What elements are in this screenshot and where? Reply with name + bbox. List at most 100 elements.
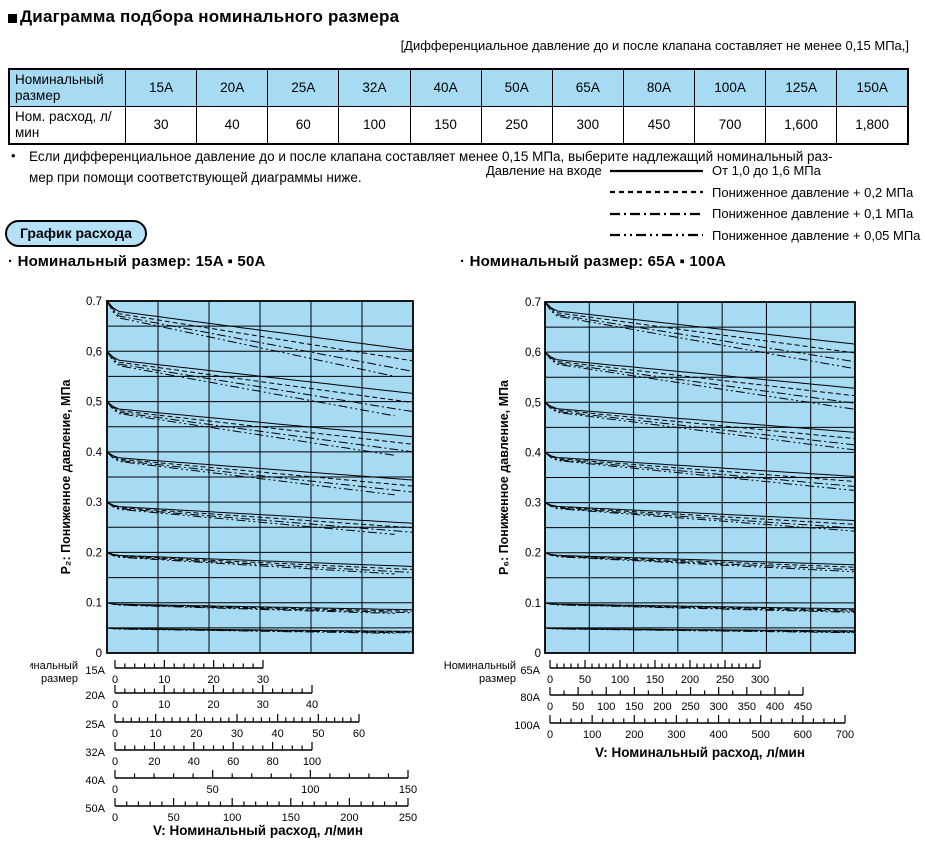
ruler-tick-label: 200 bbox=[681, 674, 699, 686]
ruler-tick-label: 30 bbox=[257, 699, 269, 711]
x-axis-label: V: Номинальный расход, л/мин bbox=[153, 823, 363, 838]
ruler-tick-label: 20 bbox=[207, 699, 219, 711]
ruler-tick-label: 250 bbox=[399, 812, 417, 824]
flow-curve-dashed bbox=[544, 552, 856, 568]
ruler-tick-label: 250 bbox=[716, 674, 734, 686]
flow-curve-dashed bbox=[106, 451, 414, 487]
axis-caption-line: размер bbox=[41, 673, 78, 685]
ruler-size-label: 40A bbox=[85, 775, 105, 787]
ruler-tick-label: 150 bbox=[399, 784, 417, 796]
y-tick-label: 0.4 bbox=[525, 447, 542, 459]
chart-heading-15a-50a: · Номинальный размер: 15A ▪ 50A bbox=[8, 253, 266, 270]
ruler-tick-label: 20 bbox=[190, 728, 202, 740]
ruler-tick-label: 100 bbox=[301, 784, 319, 796]
ruler-tick-label: 30 bbox=[257, 674, 269, 686]
ruler-tick-label: 10 bbox=[150, 728, 162, 740]
table-corner-header-line: Номинальный bbox=[15, 72, 104, 87]
y-tick-label: 0.2 bbox=[86, 547, 102, 559]
flow-curve-dash-dot-dot bbox=[106, 501, 395, 535]
y-tick-label: 0 bbox=[535, 648, 541, 660]
table-corner-header-line: размер bbox=[15, 87, 61, 103]
flow-curve-dash-dot-dot bbox=[106, 451, 395, 496]
y-tick-label: 0,6 bbox=[86, 346, 102, 358]
ruler-tick-label: 0 bbox=[112, 728, 118, 740]
flow-value-cell: 40 bbox=[196, 105, 269, 145]
note-line-2: мер при помощи соответствующей диаграммы… bbox=[29, 170, 362, 185]
y-tick-label: 0.1 bbox=[86, 598, 102, 610]
ruler-tick-label: 100 bbox=[597, 701, 615, 713]
size-header-cell: 32A bbox=[338, 68, 411, 107]
ruler-tick-label: 0 bbox=[112, 784, 118, 796]
y-tick-label: 0.7 bbox=[525, 297, 541, 309]
ruler-size-label: 25A bbox=[85, 719, 105, 731]
ruler-tick-label: 40 bbox=[272, 728, 284, 740]
flow-curve-dashed bbox=[106, 501, 414, 529]
ruler-tick-label: 100 bbox=[223, 812, 241, 824]
axis-caption-line: размер bbox=[479, 673, 516, 685]
ruler-tick-label: 0 bbox=[112, 699, 118, 711]
page-title-row: Диаграмма подбора номинального размера bbox=[8, 7, 399, 27]
flow-curve-solid bbox=[544, 502, 856, 522]
ruler-tick-label: 450 bbox=[794, 701, 812, 713]
flow-curve-dash-dot-dot bbox=[544, 602, 856, 613]
ruler-tick-label: 10 bbox=[158, 699, 170, 711]
legend-item-dash-dot-dot: Пониженное давление + 0,05 МПа bbox=[610, 228, 920, 243]
flow-value-cell: 450 bbox=[622, 105, 696, 145]
ruler-tick-label: 200 bbox=[653, 701, 671, 713]
ruler-tick-label: 500 bbox=[752, 729, 770, 741]
size-header-cell: 25A bbox=[267, 68, 340, 107]
flow-curve-dash-dot-dot bbox=[544, 401, 856, 451]
ruler-tick-label: 0 bbox=[112, 812, 118, 824]
flow-curve-solid bbox=[544, 301, 856, 345]
flow-curve-dash-dot bbox=[106, 551, 414, 573]
nominal-size-table: Номинальный размер 15A 20A 25A 32A 40A 50A 65A 80… bbox=[8, 68, 909, 145]
flow-curve-solid bbox=[544, 451, 856, 477]
flow-curve-solid bbox=[106, 300, 414, 351]
size-header-cell: 15A bbox=[124, 68, 198, 107]
size-header-cell: 65A bbox=[551, 68, 624, 107]
ruler-tick-label: 400 bbox=[709, 729, 727, 741]
flow-curve-solid bbox=[106, 451, 414, 481]
ruler-tick-label: 10 bbox=[158, 674, 170, 686]
size-header-cell: 50A bbox=[480, 68, 553, 107]
legend-item-label: Пониженное давление + 0,2 МПа bbox=[712, 184, 914, 200]
flow-curve-dash-dot-dot bbox=[544, 627, 856, 634]
title-square-bullet-icon bbox=[8, 14, 17, 23]
flow-curve-solid bbox=[544, 552, 856, 566]
differential-pressure-note: [Дифференциальное давление до и после кл… bbox=[400, 38, 909, 53]
y-tick-label: 0.4 bbox=[86, 447, 103, 459]
ruler-size-label: 100A bbox=[514, 720, 540, 732]
y-tick-label: 0 bbox=[96, 648, 102, 660]
ruler-tick-label: 20 bbox=[208, 674, 220, 686]
ruler-tick-label: 0 bbox=[112, 756, 118, 768]
ruler-size-label: 15A bbox=[85, 665, 105, 677]
flow-curve-dash-dot-dot bbox=[106, 401, 395, 456]
ruler-tick-label: 200 bbox=[340, 812, 358, 824]
selection-note: • Если дифференциальное давление до и по… bbox=[8, 146, 913, 188]
flow-curve-dash-dot bbox=[544, 301, 856, 363]
ruler-size-label: 65A bbox=[520, 665, 540, 677]
flow-value-cell: 700 bbox=[693, 105, 767, 145]
axis-caption-line: Номинальный bbox=[444, 660, 516, 672]
flow-curve-solid bbox=[106, 501, 414, 524]
ruler-tick-label: 100 bbox=[583, 729, 601, 741]
ruler-tick-label: 50 bbox=[167, 812, 179, 824]
flow-curve-dashed bbox=[106, 551, 414, 570]
ruler-tick-label: 60 bbox=[353, 728, 365, 740]
size-header-cell: 40A bbox=[409, 68, 482, 107]
legend-item-dashed: Пониженное давление + 0,2 МПа bbox=[610, 185, 913, 200]
flow-row-label-line: Ном. расход, л/ bbox=[15, 108, 112, 124]
flow-curve-dash-dot-dot bbox=[106, 300, 395, 377]
legend-title: Давление на входе bbox=[486, 163, 602, 178]
ruler-tick-label: 40 bbox=[306, 699, 318, 711]
ruler-tick-label: 20 bbox=[148, 756, 160, 768]
y-tick-label: 0,5 bbox=[86, 397, 102, 409]
chart-heading-65a-100a: · Номинальный размер: 65A ▪ 100A bbox=[460, 253, 727, 270]
flow-curve-solid bbox=[106, 350, 414, 394]
flow-row-label-line: мин bbox=[15, 124, 40, 140]
flow-curve-solid bbox=[106, 551, 414, 567]
flow-value-cell: 100 bbox=[338, 105, 411, 145]
ruler-tick-label: 50 bbox=[207, 784, 219, 796]
y-tick-label: 0.3 bbox=[86, 497, 102, 509]
ruler-tick-label: 150 bbox=[625, 701, 643, 713]
